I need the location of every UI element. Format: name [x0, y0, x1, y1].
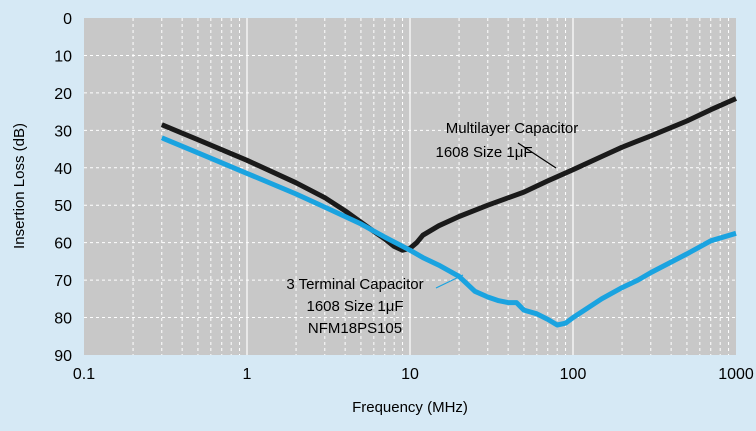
y-axis-label: Insertion Loss (dB)	[11, 123, 28, 249]
y-tick-label: 60	[54, 236, 72, 253]
series-label-3-terminal-line1: 3 Terminal Capacitor	[286, 276, 423, 293]
leader-line-multilayer	[517, 142, 557, 169]
series-line-multilayer	[160, 96, 738, 253]
x-tick-label: 100	[560, 366, 587, 383]
grid-layer	[84, 18, 736, 355]
leader-line-3-terminal	[435, 274, 464, 289]
y-tick-label: 40	[54, 161, 72, 178]
y-tick-label: 30	[54, 123, 72, 140]
y-tick-label: 10	[54, 48, 72, 65]
series-layer	[160, 96, 738, 328]
annotation-layer: Multilayer Capacitor 1608 Size 1μF 3 Termi…	[286, 120, 578, 337]
x-tick-label: 1	[243, 366, 252, 383]
y-tick-label: 80	[54, 311, 72, 328]
series-label-3-terminal-line2: 1608 Size 1μF	[306, 298, 403, 315]
y-tick-label: 70	[54, 273, 72, 290]
x-tick-label: 1000	[718, 366, 754, 383]
y-tick-label: 50	[54, 198, 72, 215]
y-tick-label: 90	[54, 348, 72, 365]
y-tick-label: 0	[63, 11, 72, 28]
x-tick-label: 0.1	[73, 366, 95, 383]
axis-layer: 0 10 20 30 40 50 60 70 80 900.1 1 10 100 1000	[54, 11, 754, 383]
series-label-multilayer-line1: Multilayer Capacitor	[446, 120, 579, 137]
x-tick-label: 10	[401, 366, 419, 383]
x-axis-label: Frequency (MHz)	[352, 399, 468, 416]
series-label-multilayer-line2: 1608 Size 1μF	[435, 144, 532, 161]
y-tick-label: 20	[54, 86, 72, 103]
series-line-3-terminal	[160, 135, 737, 328]
series-label-3-terminal-line3: NFM18PS105	[308, 320, 402, 337]
